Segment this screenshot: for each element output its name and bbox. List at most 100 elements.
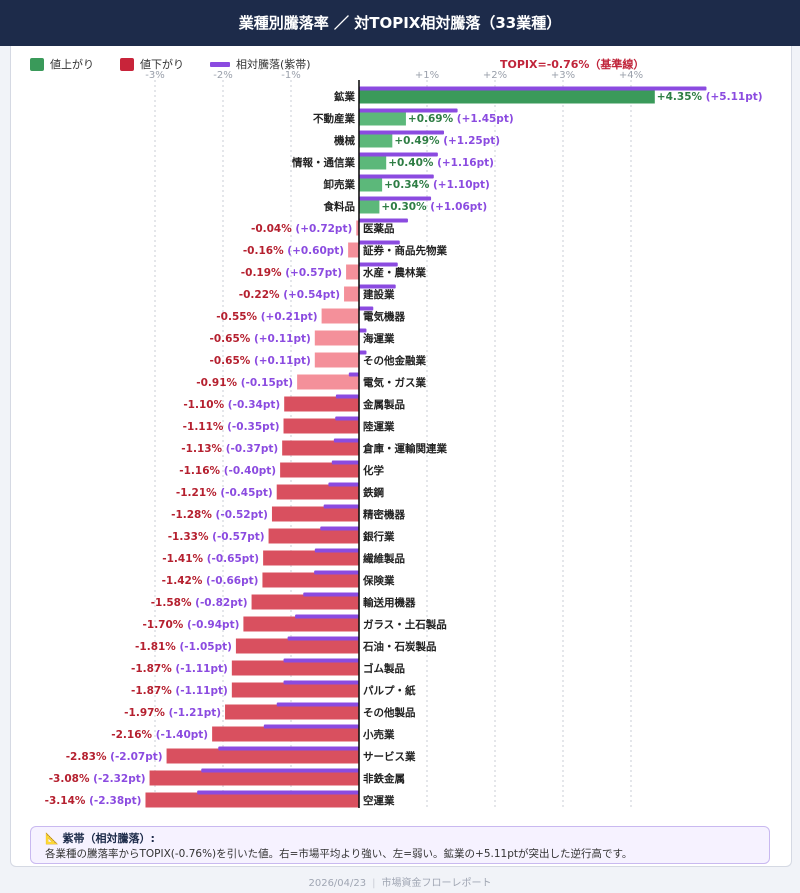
data-label: -1.87% (-1.11pt) <box>131 663 228 675</box>
relative-band <box>335 416 359 421</box>
category-label: 卸売業 <box>324 178 356 191</box>
category-label: 保険業 <box>362 574 395 587</box>
legend-down-swatch <box>120 57 134 71</box>
bar <box>314 352 359 368</box>
relative-band <box>283 680 359 685</box>
relative-band <box>335 394 359 399</box>
legend-relative-swatch <box>210 61 230 67</box>
category-label: 化学 <box>363 464 384 477</box>
data-label: -0.91% (-0.15pt) <box>196 377 293 389</box>
data-label: -1.28% (-0.52pt) <box>171 509 268 521</box>
data-label: -1.70% (-0.94pt) <box>143 619 240 631</box>
category-label: 石油・石炭製品 <box>362 640 437 653</box>
relative-band <box>359 108 458 113</box>
relative-band <box>295 614 359 619</box>
data-label: -1.87% (-1.11pt) <box>131 685 228 697</box>
category-label: 機械 <box>334 134 355 147</box>
bar <box>359 132 393 148</box>
note-box: 📐 紫帯（相対騰落）: 各業種の騰落率からTOPIX(-0.76%)を引いた値。… <box>30 826 770 864</box>
category-label: 精密機器 <box>363 508 405 521</box>
note-title-text: 紫帯（相対騰落）: <box>62 832 155 845</box>
footer: 2026/04/23 | 市場資金フローレポート <box>0 874 800 889</box>
legend-down: 値下がり <box>120 56 184 72</box>
legend-up: 値上がり <box>30 56 94 72</box>
bar <box>297 374 359 390</box>
topix-baseline-label: TOPIX=-0.76%（基準線） <box>500 58 645 71</box>
category-label: ガラス・土石製品 <box>363 618 447 631</box>
relative-band <box>359 86 707 91</box>
data-label: +0.30% (+1.06pt) <box>381 201 487 213</box>
category-label: 電気・ガス業 <box>363 376 426 389</box>
bar <box>262 572 359 588</box>
category-label: 不動産業 <box>313 112 355 125</box>
x-tick-label: +1% <box>415 70 439 81</box>
note-text: 各業種の騰落率からTOPIX(-0.76%)を引いた値。右=市場平均より強い、左… <box>45 848 633 860</box>
ruler-icon: 📐 <box>45 832 59 845</box>
category-label: 電気機器 <box>363 310 405 323</box>
data-label: -3.14% (-2.38pt) <box>45 795 142 807</box>
relative-band <box>303 592 359 597</box>
data-label: +0.40% (+1.16pt) <box>388 157 494 169</box>
note-title: 📐 紫帯（相対騰落）: <box>45 830 155 846</box>
data-label: -0.04% (+0.72pt) <box>251 223 352 235</box>
data-label: -1.97% (-1.21pt) <box>124 707 221 719</box>
bar <box>314 330 359 346</box>
category-label: 非鉄金属 <box>363 772 405 785</box>
bar <box>271 506 359 522</box>
category-label: 空運業 <box>363 794 395 807</box>
legend-up-swatch <box>30 57 44 71</box>
bar <box>282 440 359 456</box>
bar <box>225 704 359 720</box>
legend-relative: 相対騰落(紫帯) <box>210 56 311 72</box>
relative-band <box>320 526 359 531</box>
bar <box>235 638 359 654</box>
category-label: 鉄鋼 <box>363 486 384 499</box>
category-label: 輸送用機器 <box>363 596 416 609</box>
category-label: 海運業 <box>363 332 395 345</box>
data-label: -0.65% (+0.11pt) <box>210 355 311 367</box>
relative-band <box>218 746 359 751</box>
category-label: 情報・通信業 <box>292 156 355 169</box>
bar <box>346 264 359 280</box>
category-label: 食料品 <box>323 200 356 213</box>
relative-band <box>359 196 432 201</box>
bar <box>359 154 387 170</box>
data-label: -0.16% (+0.60pt) <box>243 245 344 257</box>
data-label: -1.42% (-0.66pt) <box>162 575 259 587</box>
relative-band <box>359 284 396 289</box>
category-label: 鉱業 <box>334 90 355 103</box>
bar <box>263 550 359 566</box>
relative-band <box>359 240 400 245</box>
relative-band <box>276 702 359 707</box>
data-label: +4.35% (+5.11pt) <box>657 91 763 103</box>
legend-up-label: 値上がり <box>50 58 94 71</box>
category-label: その他金融業 <box>363 354 426 367</box>
data-label: -3.08% (-2.32pt) <box>49 773 146 785</box>
data-label: -1.33% (-0.57pt) <box>168 531 265 543</box>
category-label: 水産・農林業 <box>362 266 426 279</box>
category-label: パルプ・紙 <box>363 684 416 697</box>
category-label: 小売業 <box>362 728 395 741</box>
bar <box>359 88 655 104</box>
relative-band <box>359 174 434 179</box>
bar <box>251 594 359 610</box>
relative-band <box>359 328 367 333</box>
data-label: -0.55% (+0.21pt) <box>216 311 317 323</box>
bar <box>212 726 359 742</box>
chart-card <box>10 46 792 867</box>
relative-band <box>359 152 438 157</box>
bar <box>284 396 359 412</box>
data-label: -2.16% (-1.40pt) <box>111 729 208 741</box>
x-tick-label: +3% <box>551 70 575 81</box>
data-label: -1.13% (-0.37pt) <box>181 443 278 455</box>
chart-title: 業種別騰落率 ／ 対TOPIX相対騰落（33業種） <box>0 0 800 46</box>
data-label: -1.16% (-0.40pt) <box>179 465 276 477</box>
bar <box>344 286 359 302</box>
bar <box>149 770 359 786</box>
bar <box>276 484 359 500</box>
bar <box>231 660 359 676</box>
relative-band <box>359 350 367 355</box>
bar <box>348 242 359 258</box>
legend-down-label: 値下がり <box>140 58 184 71</box>
